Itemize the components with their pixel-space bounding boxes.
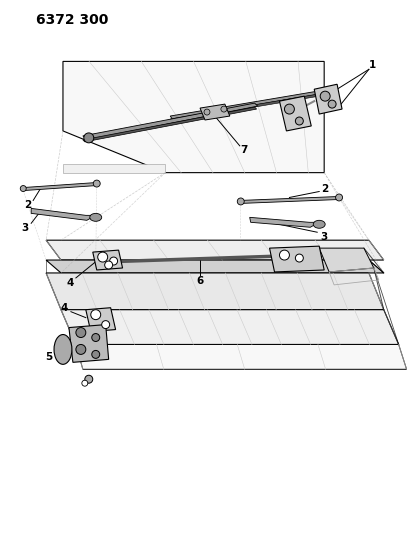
Polygon shape [170,91,319,119]
Text: 2: 2 [322,183,329,193]
Polygon shape [61,310,399,344]
Circle shape [237,198,244,205]
Text: 7: 7 [240,145,247,155]
Text: 6: 6 [196,276,204,286]
Polygon shape [250,217,319,227]
Polygon shape [46,273,384,310]
Polygon shape [314,84,342,114]
Circle shape [328,100,336,108]
Ellipse shape [54,335,72,365]
Circle shape [85,375,93,383]
Polygon shape [46,260,384,273]
Circle shape [102,321,110,328]
Text: 4: 4 [66,278,73,288]
Polygon shape [63,164,165,173]
Circle shape [84,133,94,143]
Polygon shape [170,94,319,121]
Text: 3: 3 [321,232,328,242]
Polygon shape [279,96,311,131]
Polygon shape [86,308,115,332]
Polygon shape [93,250,122,270]
Polygon shape [240,197,340,204]
Circle shape [91,310,101,320]
Polygon shape [83,103,257,140]
Circle shape [92,334,100,342]
Polygon shape [270,246,324,272]
Polygon shape [76,344,407,369]
Text: 5: 5 [45,352,53,362]
Circle shape [295,254,303,262]
Ellipse shape [90,213,102,221]
Polygon shape [69,325,109,362]
Polygon shape [63,61,324,173]
Circle shape [284,104,295,114]
Circle shape [204,109,210,115]
Circle shape [20,185,26,191]
Text: 2: 2 [24,200,32,211]
Text: 4: 4 [60,303,68,313]
Circle shape [279,250,289,260]
Circle shape [98,252,108,262]
Circle shape [82,380,88,386]
Circle shape [93,180,100,187]
Circle shape [92,350,100,358]
Circle shape [76,328,86,337]
Circle shape [295,117,303,125]
Text: 3: 3 [22,223,29,233]
Circle shape [105,261,113,269]
Circle shape [320,91,330,101]
Polygon shape [83,107,257,142]
Polygon shape [319,248,374,272]
Polygon shape [31,208,96,220]
Text: 1: 1 [369,60,377,70]
Polygon shape [200,104,230,120]
Circle shape [110,257,118,265]
Polygon shape [46,240,384,260]
Circle shape [336,194,343,201]
Circle shape [221,106,227,112]
Polygon shape [23,183,97,190]
Ellipse shape [313,220,325,228]
Text: 6372 300: 6372 300 [36,13,109,27]
Circle shape [76,344,86,354]
